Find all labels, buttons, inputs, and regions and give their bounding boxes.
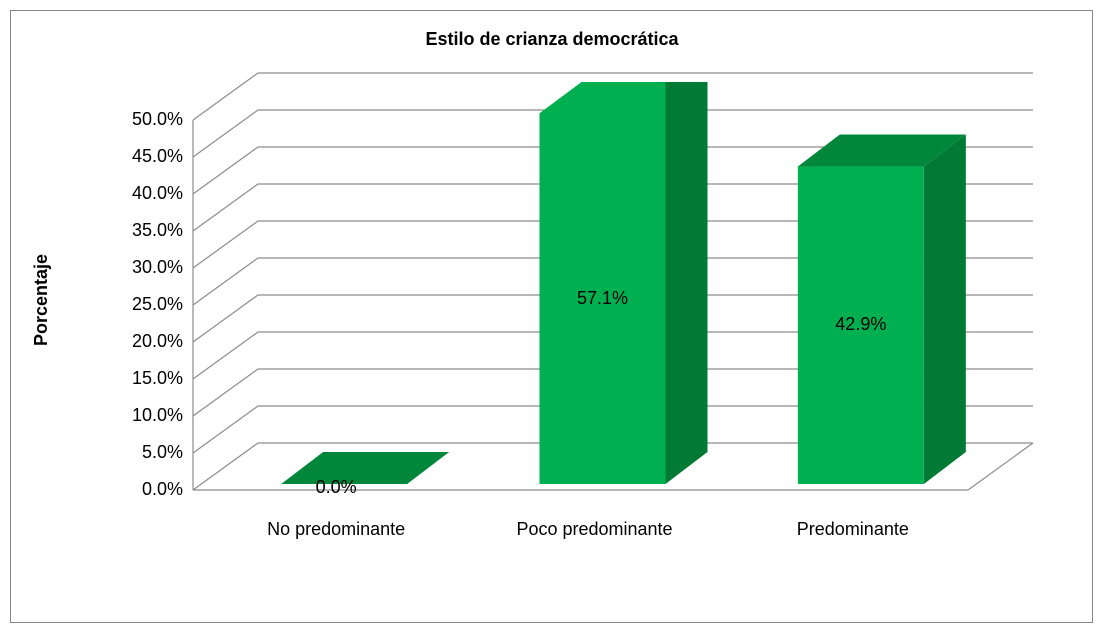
y-tick-label: 20.0%: [132, 331, 183, 351]
grid-line: [192, 294, 259, 343]
y-axis-label: Porcentaje: [31, 254, 51, 346]
bar-side: [665, 82, 708, 484]
x-tick-label: No predominante: [267, 519, 405, 539]
grid-line: [192, 146, 259, 195]
floor-line: [967, 442, 1034, 491]
y-tick-label: 50.0%: [132, 109, 183, 129]
grid-line: [192, 405, 259, 454]
y-tick-label: 35.0%: [132, 220, 183, 240]
grid-line: [192, 442, 259, 491]
y-tick-label: 10.0%: [132, 405, 183, 425]
y-tick-label: 25.0%: [132, 294, 183, 314]
bar: [539, 82, 666, 485]
x-tick-label: Predominante: [797, 519, 909, 539]
data-label: 42.9%: [835, 314, 886, 334]
bar-group: [281, 452, 450, 484]
y-tick-label: 40.0%: [132, 183, 183, 203]
grid-line: [192, 220, 259, 269]
y-tick-label: 0.0%: [142, 479, 183, 499]
grid-line: [192, 183, 259, 232]
bar: [797, 166, 924, 485]
y-tick-label: 5.0%: [142, 442, 183, 462]
grid-line: [192, 331, 259, 380]
grid-line: [192, 109, 259, 158]
bar-top: [797, 134, 966, 167]
y-tick-label: 45.0%: [132, 146, 183, 166]
data-label: 57.1%: [577, 288, 628, 308]
x-tick-label: Poco predominante: [516, 519, 672, 539]
bar-group: [539, 82, 708, 485]
bar-group: [797, 134, 966, 485]
bar-side: [923, 134, 966, 485]
chart-title: Estilo de crianza democrática: [425, 29, 679, 49]
y-tick-label: 30.0%: [132, 257, 183, 277]
y-tick-label: 15.0%: [132, 368, 183, 388]
grid-line: [192, 257, 259, 306]
grid-line: [192, 368, 259, 417]
data-label: 0.0%: [316, 477, 357, 497]
bar-top: [281, 452, 450, 484]
grid-line: [192, 72, 259, 121]
